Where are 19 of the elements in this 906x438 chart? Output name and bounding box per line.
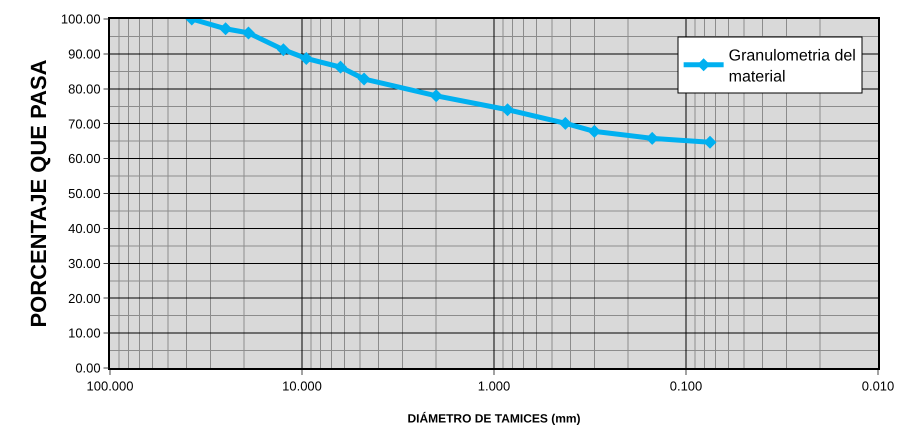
y-tick-label: 50.00 (68, 186, 101, 202)
y-tick-label: 30.00 (68, 256, 101, 271)
x-tick-label: 1.000 (478, 378, 510, 394)
legend-label: Granulometria del material (728, 48, 856, 86)
y-tick-label: 60.00 (68, 151, 101, 166)
x-axis-title: DIÁMETRO DE TAMICES (mm) (407, 412, 581, 426)
y-tick-label: 10.00 (68, 326, 101, 341)
y-tick-label: 80.00 (68, 81, 101, 96)
y-tick-label: 90.00 (68, 46, 101, 62)
y-axis-title: PORCENTAJE QUE PASA (26, 59, 52, 328)
y-tick-label: 70.00 (68, 116, 101, 132)
x-tick-label: 0.100 (670, 378, 702, 394)
x-tick-label: 100.000 (86, 378, 134, 394)
x-tick-label: 0.010 (862, 378, 894, 394)
y-tick-label: 40.00 (68, 220, 101, 236)
y-tick-label: 100.00 (60, 12, 101, 27)
x-tick-label: 10.000 (282, 378, 322, 394)
y-tick-label: 20.00 (68, 290, 101, 306)
y-tick-label: 0.00 (75, 360, 101, 376)
